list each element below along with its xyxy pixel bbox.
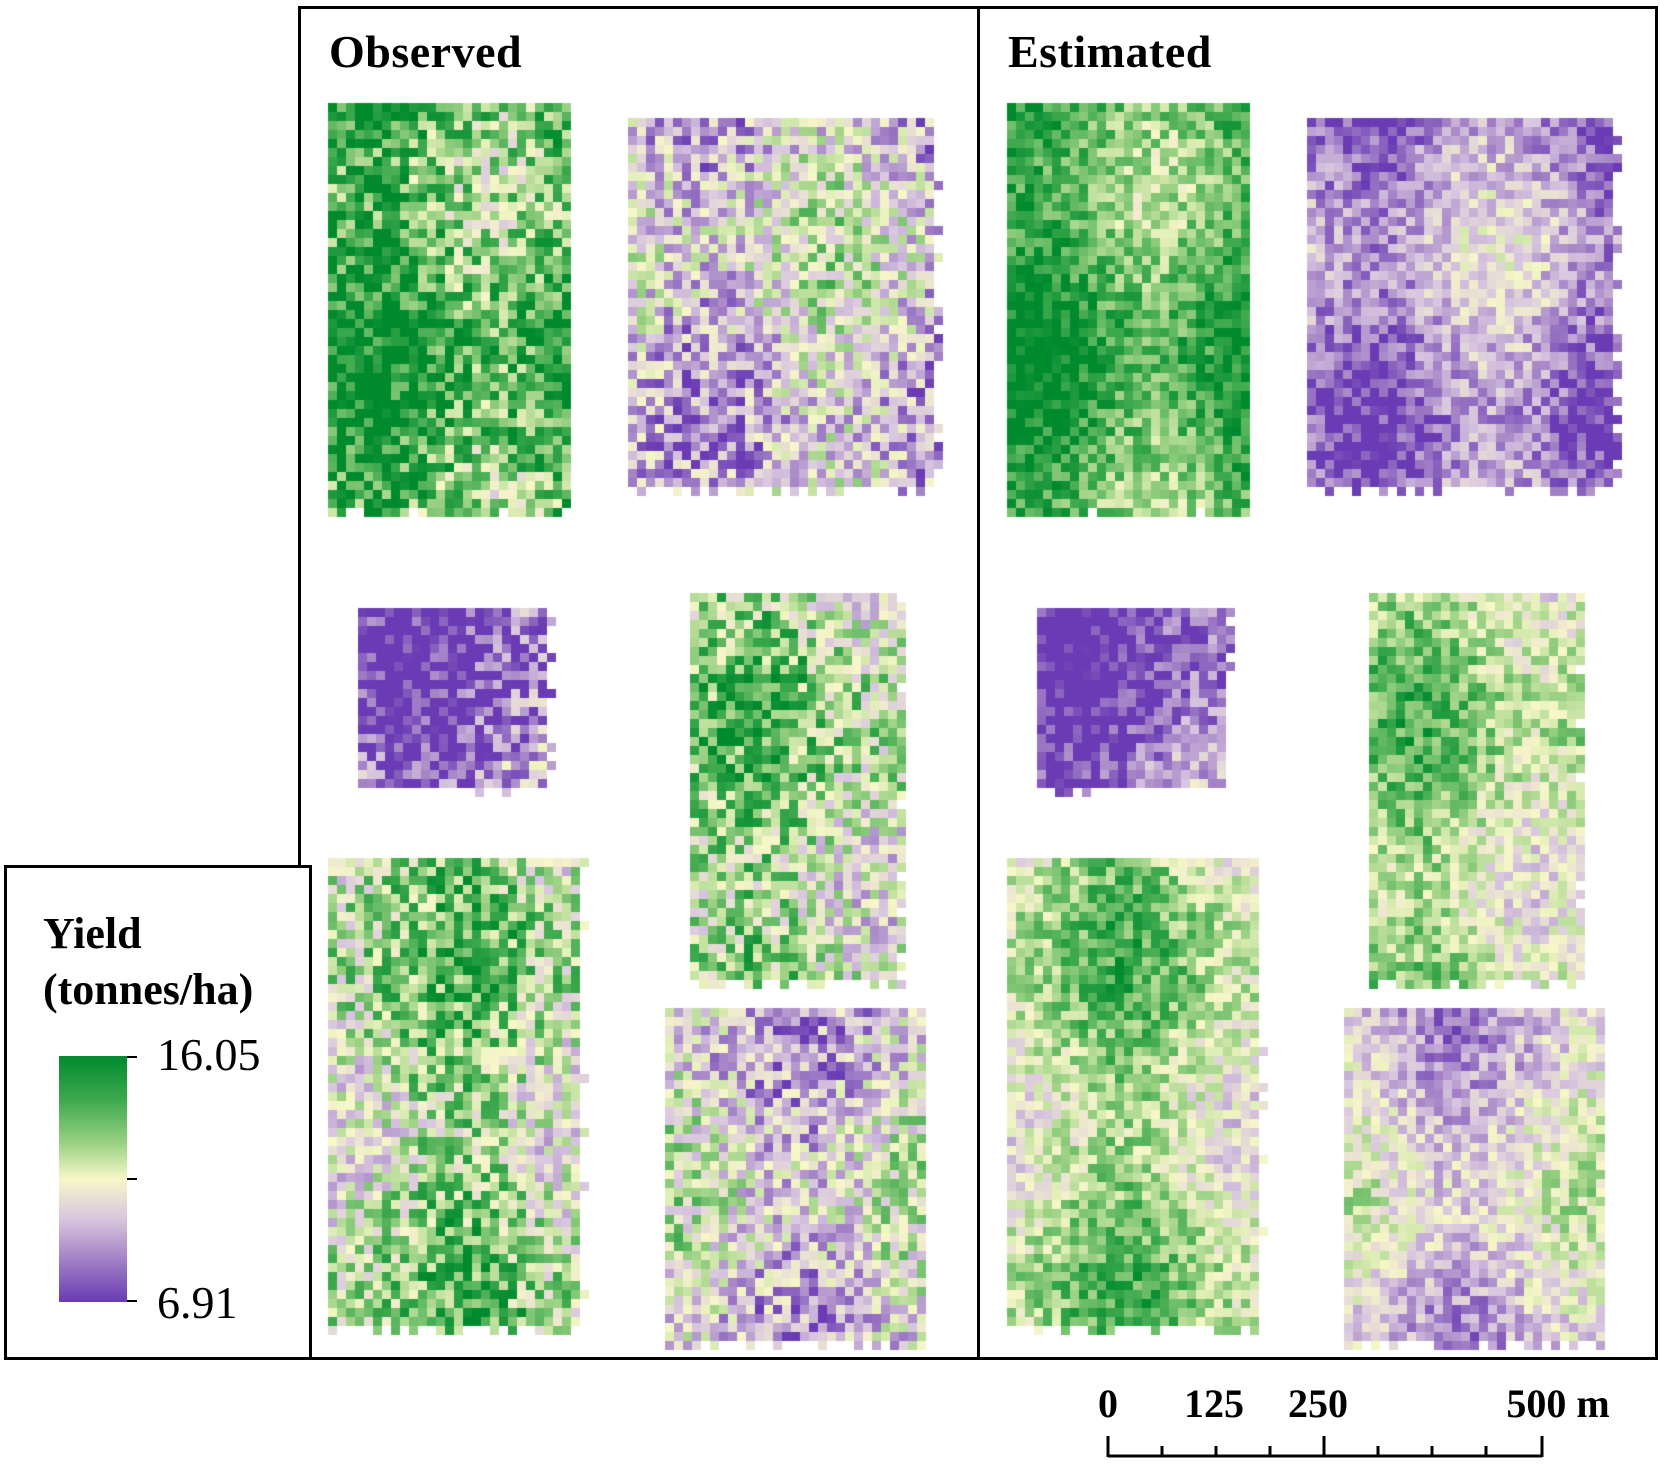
legend-max-value: 16.05	[157, 1029, 261, 1080]
observed-map-panel: Observed	[298, 6, 980, 1360]
observed-panel-title: Observed	[329, 26, 523, 77]
estimated-yield-raster	[980, 9, 1655, 1357]
yield-legend: Yield (tonnes/ha) 16.05 6.91	[4, 865, 312, 1360]
scale-bar-graphic	[1106, 1436, 1544, 1458]
legend-tick-min	[127, 1300, 137, 1302]
scale-label-0: 0	[1098, 1381, 1118, 1426]
estimated-panel-title: Estimated	[1008, 26, 1212, 77]
scale-label-500: 500 m	[1506, 1381, 1610, 1426]
legend-title: Yield (tonnes/ha)	[43, 906, 253, 1018]
legend-tick-mid	[127, 1178, 137, 1180]
scale-label-125: 125	[1184, 1381, 1244, 1426]
observed-yield-raster	[301, 9, 977, 1357]
legend-title-line-1: Yield	[43, 909, 142, 958]
estimated-map-panel: Estimated	[977, 6, 1658, 1360]
scale-bar: 0 125 250 500 m	[1090, 1380, 1650, 1466]
legend-min-value: 6.91	[157, 1277, 238, 1328]
scale-label-250: 250	[1288, 1381, 1348, 1426]
legend-color-ramp	[59, 1056, 127, 1302]
legend-title-line-2: (tonnes/ha)	[43, 965, 254, 1014]
legend-tick-max	[127, 1056, 137, 1058]
